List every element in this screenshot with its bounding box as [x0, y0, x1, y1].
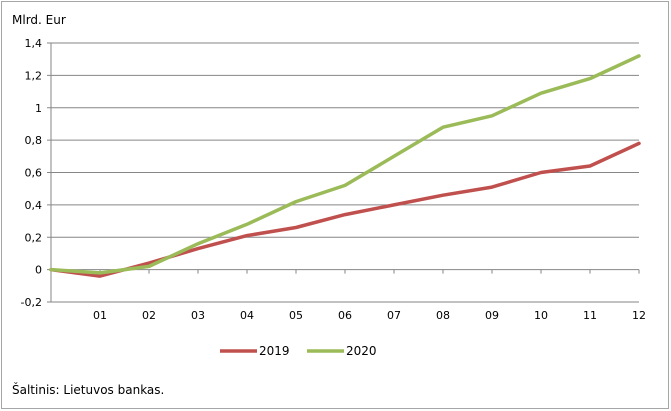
source-note: Šaltinis: Lietuvos bankas.	[12, 383, 165, 397]
x-tick-label: 02	[142, 309, 156, 322]
y-tick-label: 1	[35, 102, 42, 115]
x-tick-label: 10	[534, 309, 548, 322]
x-tick-label: 11	[583, 309, 597, 322]
y-tick-label: 0	[35, 264, 42, 277]
y-tick-label: 0,2	[25, 231, 43, 244]
x-tick-label: 12	[632, 309, 646, 322]
y-tick-label: 0,4	[25, 199, 43, 212]
x-tick-label: 07	[387, 309, 401, 322]
y-tick-label: 0,6	[25, 167, 43, 180]
y-axis-unit-label: Mlrd. Eur	[12, 13, 66, 27]
x-tick-label: 01	[93, 309, 107, 322]
y-tick-label: -0,2	[21, 296, 42, 309]
series-line-2019	[49, 141, 641, 278]
x-tick-label: 09	[485, 309, 499, 322]
x-tick-label: 04	[240, 309, 254, 322]
legend-label-2020: 2020	[346, 344, 377, 358]
series-line-2020	[49, 54, 641, 275]
y-tick-label: 1,4	[25, 37, 43, 50]
x-tick-label: 03	[191, 309, 205, 322]
x-tick-label: 05	[289, 309, 303, 322]
y-tick-label: 0,8	[25, 134, 43, 147]
legend-label-2019: 2019	[259, 344, 290, 358]
x-tick-label: 06	[338, 309, 352, 322]
x-tick-label: 08	[436, 309, 450, 322]
y-tick-label: 1,2	[25, 69, 43, 82]
